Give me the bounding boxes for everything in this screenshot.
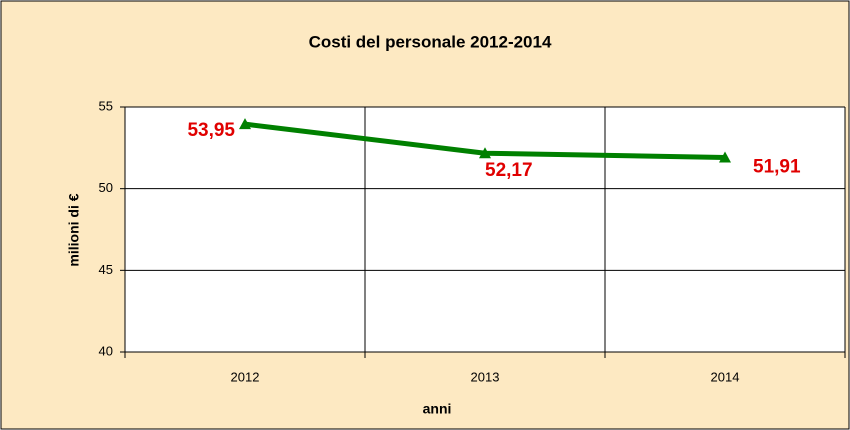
x-tick-label: 2014 [711, 369, 740, 384]
marker [239, 118, 251, 130]
y-tick-label: 40 [99, 343, 113, 358]
y-tick-label: 45 [99, 262, 113, 277]
x-tick-label: 2012 [231, 369, 260, 384]
chart-title: Costi del personale 2012-2014 [309, 32, 552, 51]
marker [719, 151, 731, 163]
y-axis-title: milioni di € [66, 193, 82, 266]
y-tick-label: 50 [99, 180, 113, 195]
marker [479, 147, 491, 159]
x-tick-label: 2013 [471, 369, 500, 384]
data-label: 53,95 [187, 120, 235, 141]
y-tick-label: 55 [99, 98, 113, 113]
data-label: 51,91 [753, 156, 801, 177]
plot-area [125, 107, 845, 352]
data-label: 52,17 [485, 160, 533, 181]
x-axis-title: anni [423, 401, 452, 417]
